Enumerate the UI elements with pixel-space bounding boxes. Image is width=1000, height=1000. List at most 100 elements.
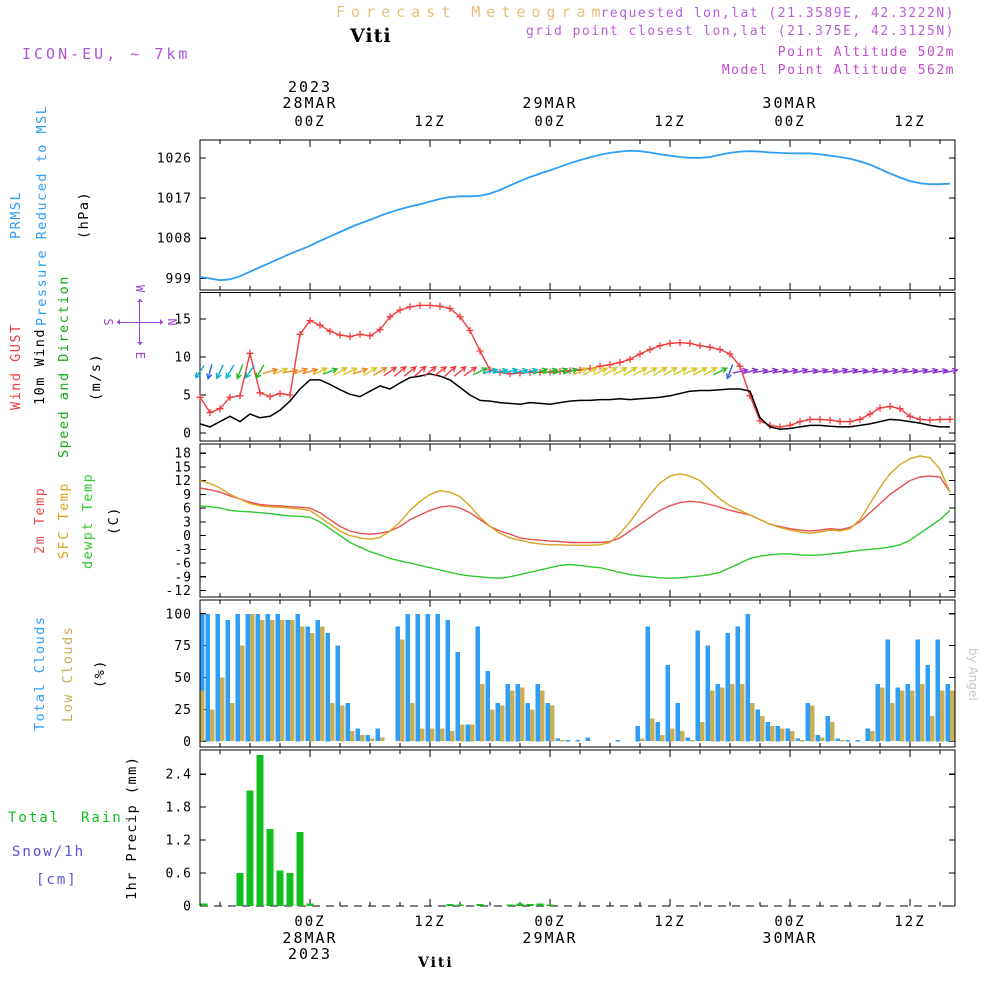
wind-barb — [572, 367, 589, 376]
y-tick-label: 12 — [174, 474, 192, 489]
total-rain-legend-label: Total Rain — [8, 810, 123, 826]
bar-total-rain — [506, 904, 514, 906]
bar-total-clouds — [345, 703, 350, 742]
wind-barb — [623, 366, 638, 377]
wind-barb — [703, 367, 718, 376]
y-tick-label: 1.2 — [166, 834, 192, 849]
month-label-bottom: 28MAR — [282, 929, 337, 947]
bar-total-clouds — [505, 683, 510, 742]
bar-total-rain — [236, 873, 244, 906]
bar-total-clouds — [275, 613, 280, 742]
bar-low-clouds — [510, 690, 515, 742]
bar-total-clouds — [535, 683, 540, 742]
bar-low-clouds — [220, 677, 225, 742]
wind-barb — [663, 367, 678, 376]
series-10m-wind — [199, 373, 950, 430]
y-tick-label: 2.4 — [166, 768, 192, 783]
wind-barb — [393, 365, 407, 377]
bar-low-clouds — [320, 626, 325, 742]
bar-total-clouds — [325, 632, 330, 742]
bar-total-rain — [266, 829, 274, 906]
bar-total-clouds — [285, 620, 290, 742]
snow-unit-label: [cm] — [36, 872, 78, 888]
bar-total-clouds — [775, 726, 780, 742]
bar-total-clouds — [485, 671, 490, 742]
bar-low-clouds — [720, 687, 725, 742]
wind-barb — [693, 367, 708, 376]
wind-barb — [244, 364, 255, 379]
panel-frame-precip — [199, 749, 956, 906]
bar-total-clouds — [565, 740, 570, 742]
y-tick-label: 0 — [183, 735, 192, 750]
wind-barb — [423, 365, 437, 377]
y-tick-label: 50 — [174, 671, 192, 686]
y-tick-label: 999 — [166, 272, 192, 287]
wind-barb — [643, 367, 658, 376]
bar-total-clouds — [475, 626, 480, 742]
bar-total-clouds — [925, 664, 930, 742]
bar-total-clouds — [725, 632, 730, 742]
bar-total-clouds — [665, 664, 670, 742]
bar-low-clouds — [870, 731, 875, 742]
bar-total-clouds — [235, 613, 240, 742]
bar-total-clouds — [295, 613, 300, 742]
bar-low-clouds — [380, 737, 385, 742]
y-tick-label: 3 — [183, 515, 192, 530]
panel-frame-pressure — [199, 139, 956, 291]
bar-total-clouds — [375, 728, 380, 742]
wind-barb — [363, 367, 378, 376]
wind-barb — [633, 367, 648, 376]
bar-total-clouds — [745, 613, 750, 742]
x-axis-label-bottom: 12Z — [894, 914, 925, 930]
bar-total-clouds — [515, 683, 520, 742]
wind-barb — [262, 367, 279, 375]
wind-barb — [726, 364, 734, 380]
bar-total-clouds — [875, 683, 880, 742]
bar-low-clouds — [530, 709, 535, 742]
model-altitude: Model Point Altitude 562m — [721, 63, 955, 78]
wind-barb — [942, 367, 959, 375]
bar-total-clouds — [645, 626, 650, 742]
bar-low-clouds — [260, 620, 265, 742]
bar-total-clouds — [205, 613, 210, 742]
wind-barb — [383, 366, 398, 377]
bar-total-clouds — [495, 703, 500, 742]
bar-low-clouds — [840, 740, 845, 742]
wind-barb — [562, 367, 579, 375]
bar-total-clouds — [675, 703, 680, 742]
bar-low-clouds — [270, 620, 275, 742]
wind-barb — [712, 367, 729, 376]
bar-low-clouds — [400, 639, 405, 742]
station-name: Viti — [350, 25, 392, 47]
y-tick-label: 9 — [183, 488, 192, 503]
wind-barb — [413, 365, 427, 378]
x-axis-label-top: 00Z — [534, 114, 565, 130]
grid-point-coords: grid point closest lon,lat (21.375E, 42.… — [525, 24, 955, 39]
bar-low-clouds — [940, 690, 945, 742]
y-tick-label: 5 — [183, 389, 192, 404]
bar-total-clouds — [545, 703, 550, 742]
y-tick-label: 10 — [174, 351, 192, 366]
bar-total-clouds — [465, 724, 470, 742]
y-tick-label: -6 — [174, 557, 192, 572]
wind-barb — [592, 367, 609, 376]
bar-total-clouds — [755, 709, 760, 742]
y-tick-label: -9 — [174, 570, 192, 585]
bar-low-clouds — [520, 687, 525, 742]
series-prmsl — [199, 149, 951, 282]
wind-barb — [342, 367, 359, 376]
month-label-top: 28MAR — [282, 94, 337, 112]
wind-barb — [322, 367, 339, 375]
bar-total-clouds — [835, 738, 840, 742]
bar-low-clouds — [560, 740, 565, 742]
bar-total-clouds — [895, 687, 900, 742]
bar-low-clouds — [250, 613, 255, 742]
bar-total-rain — [536, 903, 544, 906]
bar-total-clouds — [765, 722, 770, 742]
panel-frame-clouds — [199, 599, 956, 748]
wind-barb — [272, 367, 289, 375]
bar-total-clouds — [365, 734, 370, 742]
y-tick-label: 1.8 — [166, 801, 192, 816]
bar-low-clouds — [800, 740, 805, 742]
bar-total-clouds — [715, 683, 720, 742]
